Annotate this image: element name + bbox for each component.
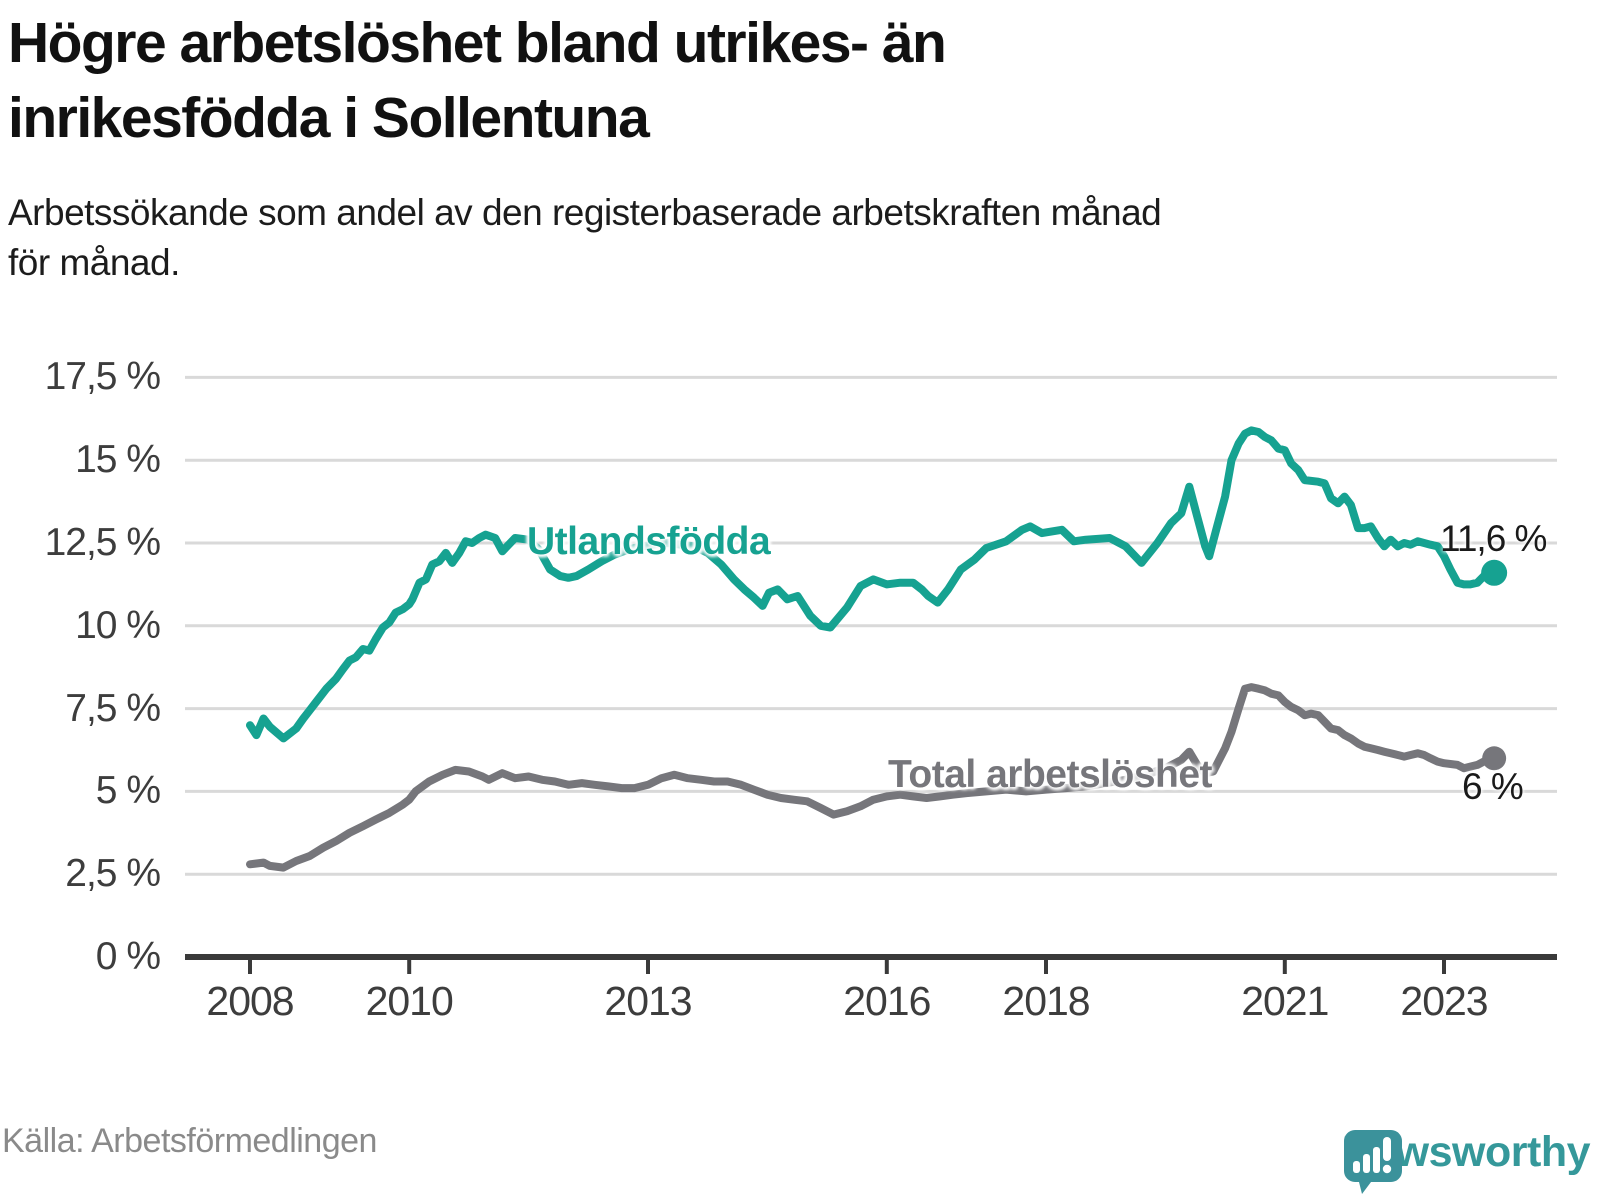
newsworthy-logo-icon [1343, 1130, 1402, 1194]
x-tick-label: 2010 [365, 978, 454, 1024]
series-label-utlandsfodda: Utlandsfödda [527, 520, 771, 563]
y-tick-label: 17,5 % [44, 355, 161, 399]
y-tick-label: 5 % [95, 769, 161, 813]
y-tick-label: 10 % [75, 603, 161, 647]
y-tick-label: 2,5 % [65, 852, 161, 896]
x-tick-label: 2018 [1002, 978, 1090, 1024]
x-tick-label: 2016 [843, 978, 931, 1024]
series-end-dot-utlandsfodda [1481, 559, 1508, 586]
newsworthy-logo: Newsworthy [1342, 1128, 1591, 1194]
x-tick-label: 2023 [1400, 978, 1488, 1024]
series-end-dot-total [1482, 746, 1507, 771]
series-line-total [246, 683, 1499, 872]
end-value-label-utlandsfodda: 11,6 % [1440, 518, 1547, 559]
series-label-total-arbetsloshet: Total arbetslöshet [888, 753, 1213, 796]
y-tick-label: 0 % [95, 935, 161, 978]
end-value-label-total: 6 % [1462, 766, 1524, 807]
y-tick-label: 7,5 % [65, 686, 161, 730]
y-tick-label: 15 % [75, 438, 161, 482]
x-tick-label: 2021 [1241, 978, 1329, 1024]
source-note: Källa: Arbetsförmedlingen [2, 1122, 377, 1160]
chart-title: Högre arbetslöshet bland utrikes- än inri… [8, 11, 947, 151]
y-tick-label: 12,5 % [44, 521, 161, 564]
x-tick-label: 2013 [604, 978, 692, 1024]
chart-subtitle: Arbetssökande som andel av den registerb… [8, 192, 1162, 283]
series-line-utlandsfodda [246, 426, 1499, 743]
x-tick-label: 2008 [206, 978, 294, 1024]
